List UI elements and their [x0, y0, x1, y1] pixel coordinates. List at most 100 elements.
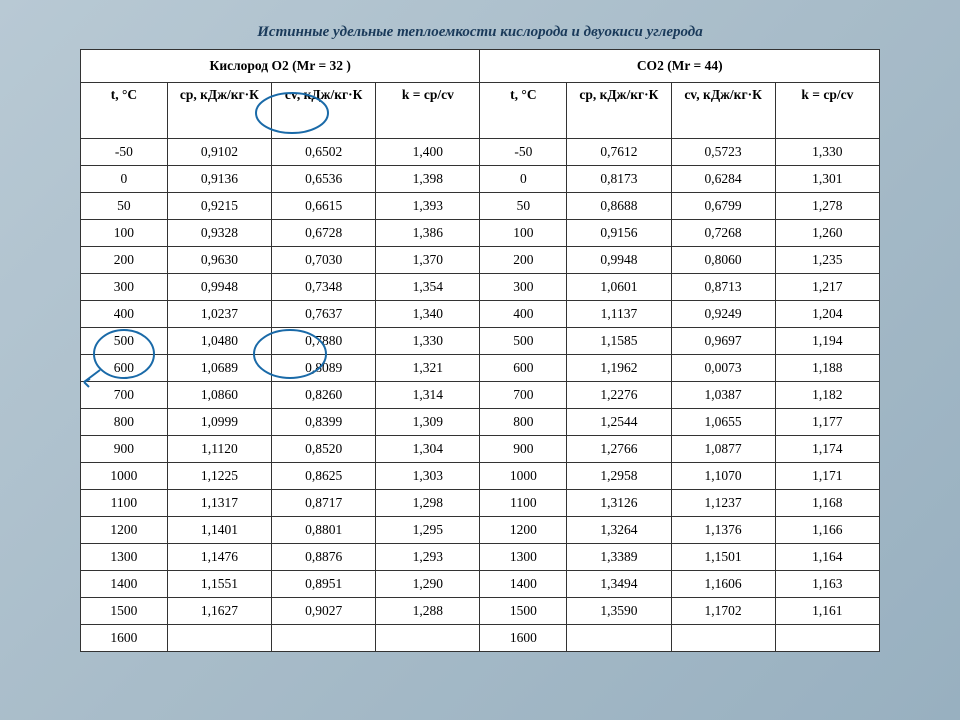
col-k-o2: k = cp/cv [376, 83, 480, 139]
table-cell: 1,340 [376, 301, 480, 328]
table-cell: 1,321 [376, 355, 480, 382]
heat-capacity-table: Кислород О2 (Mr = 32 ) СО2 (Mr = 44) t, … [80, 49, 880, 652]
col-t-co2: t, °C [480, 83, 567, 139]
table-cell: 1000 [81, 463, 168, 490]
table-row: 11001,13170,87171,29811001,31261,12371,1… [81, 490, 880, 517]
table-row: 1000,93280,67281,3861000,91560,72681,260 [81, 220, 880, 247]
table-cell: 1,2544 [567, 409, 671, 436]
table-row: 2000,96300,70301,3702000,99480,80601,235 [81, 247, 880, 274]
table-cell: 0,8951 [272, 571, 376, 598]
table-cell: 0,8801 [272, 517, 376, 544]
table-cell: 1600 [81, 625, 168, 652]
table-cell: 1,288 [376, 598, 480, 625]
table-cell: 1,309 [376, 409, 480, 436]
table-cell: -50 [81, 139, 168, 166]
table-cell: 1,370 [376, 247, 480, 274]
table-cell: 1,1376 [671, 517, 775, 544]
table-cell: 0,9948 [567, 247, 671, 274]
table-cell: 0,8089 [272, 355, 376, 382]
table-cell: 200 [81, 247, 168, 274]
col-cv-o2: cv, кДж/кг·К [272, 83, 376, 139]
table-cell: 1,168 [775, 490, 879, 517]
table-cell: 0,6728 [272, 220, 376, 247]
table-cell: 1,400 [376, 139, 480, 166]
table-cell: 300 [81, 274, 168, 301]
table-row: 7001,08600,82601,3147001,22761,03871,182 [81, 382, 880, 409]
table-cell: 1,188 [775, 355, 879, 382]
table-row: 16001600 [81, 625, 880, 652]
group-header-co2: СО2 (Mr = 44) [480, 50, 880, 83]
table-cell: 1200 [480, 517, 567, 544]
table-cell: 1,1627 [167, 598, 271, 625]
table-cell: 1,260 [775, 220, 879, 247]
table-cell: 1,3590 [567, 598, 671, 625]
table-cell: 0 [81, 166, 168, 193]
table-cell: 0,9249 [671, 301, 775, 328]
table-cell [567, 625, 671, 652]
table-cell: 1,1317 [167, 490, 271, 517]
table-cell: 100 [480, 220, 567, 247]
table-cell: 1,194 [775, 328, 879, 355]
table-cell: 0,8876 [272, 544, 376, 571]
table-cell: 0,6615 [272, 193, 376, 220]
table-cell: 1,2958 [567, 463, 671, 490]
table-cell: 1,304 [376, 436, 480, 463]
table-cell: 0,6799 [671, 193, 775, 220]
table-cell: 1,174 [775, 436, 879, 463]
group-header-o2: Кислород О2 (Mr = 32 ) [81, 50, 480, 83]
table-row: 5001,04800,78801,3305001,15850,96971,194 [81, 328, 880, 355]
table-cell: 1,235 [775, 247, 879, 274]
table-cell: 1,171 [775, 463, 879, 490]
table-cell: 0 [480, 166, 567, 193]
table-cell: 0,7637 [272, 301, 376, 328]
table-cell: 1,1501 [671, 544, 775, 571]
table-cell: 1,1070 [671, 463, 775, 490]
table-title: Истинные удельные теплоемкости кислорода… [80, 24, 880, 41]
sub-header-row: t, °C cp, кДж/кг·К cv, кДж/кг·К k = cp/c… [81, 83, 880, 139]
table-cell: 1100 [81, 490, 168, 517]
table-cell: 1,1962 [567, 355, 671, 382]
table-cell: 50 [81, 193, 168, 220]
table-cell [167, 625, 271, 652]
col-cp-co2: cp, кДж/кг·К [567, 83, 671, 139]
table-cell: 0,7268 [671, 220, 775, 247]
table-cell: 1,1237 [671, 490, 775, 517]
table-cell: 1,295 [376, 517, 480, 544]
table-cell: 1,354 [376, 274, 480, 301]
table-cell: 1500 [480, 598, 567, 625]
table-cell: 0,6536 [272, 166, 376, 193]
table-cell: 0,8399 [272, 409, 376, 436]
table-cell: 0,8260 [272, 382, 376, 409]
table-cell: 1,3389 [567, 544, 671, 571]
table-cell: 1,182 [775, 382, 879, 409]
table-cell: 1,398 [376, 166, 480, 193]
col-cv-co2: cv, кДж/кг·К [671, 83, 775, 139]
table-cell: 1,1551 [167, 571, 271, 598]
table-cell: 1,293 [376, 544, 480, 571]
table-cell: 800 [480, 409, 567, 436]
table-cell: 1,0655 [671, 409, 775, 436]
table-cell: 1,1120 [167, 436, 271, 463]
table-cell: 1000 [480, 463, 567, 490]
table-row: -500,91020,65021,400-500,76120,57231,330 [81, 139, 880, 166]
table-cell: 1,314 [376, 382, 480, 409]
table-cell: 1,2766 [567, 436, 671, 463]
table-cell: 0,8688 [567, 193, 671, 220]
table-cell: 1,0480 [167, 328, 271, 355]
table-cell: 0,7348 [272, 274, 376, 301]
table-cell: 1,1476 [167, 544, 271, 571]
table-cell: 1400 [480, 571, 567, 598]
table-cell: 0,9156 [567, 220, 671, 247]
table-cell: 1,0877 [671, 436, 775, 463]
table-cell [671, 625, 775, 652]
table-cell: 200 [480, 247, 567, 274]
table-cell: 0,9948 [167, 274, 271, 301]
table-cell: 1,166 [775, 517, 879, 544]
table-cell: 0,9697 [671, 328, 775, 355]
table-cell: 1500 [81, 598, 168, 625]
table-row: 4001,02370,76371,3404001,11370,92491,204 [81, 301, 880, 328]
table-cell: 1,330 [376, 328, 480, 355]
table-cell: 0,8060 [671, 247, 775, 274]
table-cell: 100 [81, 220, 168, 247]
table-cell: 300 [480, 274, 567, 301]
